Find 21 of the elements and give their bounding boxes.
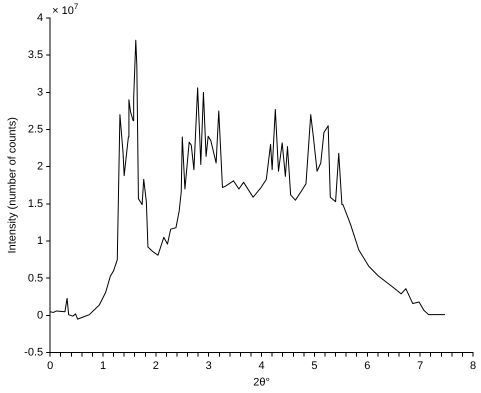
- x-tick-label: 0: [47, 360, 54, 372]
- y-axis-title: Intensity (number of counts): [6, 117, 19, 254]
- x-tick-label: 8: [470, 360, 476, 372]
- y-tick-label: 1: [37, 235, 44, 248]
- y-tick-label: 0.5: [28, 272, 44, 284]
- x-axis-title: 2θ°: [253, 376, 270, 388]
- y-tick-label: 4: [37, 12, 44, 24]
- x-tick-label: 5: [311, 360, 318, 372]
- x-tick-label: 1: [100, 360, 106, 372]
- x-tick-label: 6: [364, 360, 370, 372]
- x-tick-label: 7: [417, 360, 424, 372]
- y-tick-label: 1.5: [28, 198, 44, 210]
- y-tick-label: 3: [37, 86, 44, 98]
- y-tick-label: 2.5: [28, 124, 44, 136]
- y-tick-label: 3.5: [28, 49, 44, 62]
- y-tick-label: -0.5: [24, 346, 44, 359]
- y-tick-label: 0: [37, 309, 44, 322]
- y-tick-label: 2: [37, 160, 44, 173]
- x-tick-label: 2: [152, 360, 159, 372]
- x-tick-label: 4: [258, 360, 265, 372]
- x-tick-label: 3: [206, 360, 212, 372]
